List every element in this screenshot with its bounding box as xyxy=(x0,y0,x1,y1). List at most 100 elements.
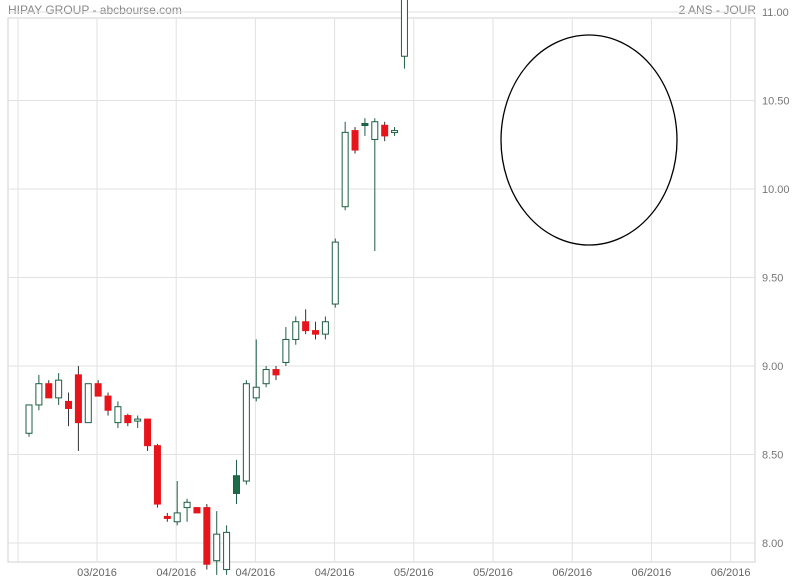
candle-body xyxy=(94,383,102,397)
candle-body xyxy=(114,406,122,424)
candle-body xyxy=(183,501,191,509)
y-tick-label: 9.00 xyxy=(762,361,783,373)
candle-body xyxy=(282,338,290,363)
candle-body xyxy=(321,321,329,335)
candle-body xyxy=(25,404,33,434)
candle xyxy=(262,366,270,388)
y-tick-label: 8.00 xyxy=(762,538,783,550)
candle-body xyxy=(84,383,92,424)
candle-body xyxy=(361,123,369,127)
candle-body xyxy=(153,445,161,505)
candle xyxy=(183,498,191,522)
candle xyxy=(371,118,379,251)
candle xyxy=(312,321,320,340)
candle-body xyxy=(232,475,240,494)
candle-body xyxy=(341,131,349,208)
candle xyxy=(321,316,329,340)
candle xyxy=(94,380,102,397)
candle-body xyxy=(371,121,379,140)
candle-body xyxy=(242,383,250,482)
candle xyxy=(104,392,112,416)
candle xyxy=(25,404,33,437)
candle-layer xyxy=(25,0,408,575)
candle-body xyxy=(262,369,270,385)
y-tick-label: 9.50 xyxy=(762,273,783,285)
candle-body xyxy=(193,507,201,514)
candle xyxy=(163,512,171,522)
x-tick-label: 04/2016 xyxy=(156,567,196,579)
candle xyxy=(213,511,221,575)
x-tick-label: 06/2016 xyxy=(632,567,672,579)
candle xyxy=(361,118,369,136)
x-tick-label: 04/2016 xyxy=(315,567,355,579)
candle xyxy=(282,327,290,366)
candle-body xyxy=(35,383,43,406)
candle-body xyxy=(391,130,399,134)
candle-body xyxy=(55,379,63,399)
plot-frame xyxy=(7,17,756,563)
candle-body xyxy=(213,533,221,562)
candle-body xyxy=(65,400,73,409)
overlay-layer: 12.45 xyxy=(500,34,678,246)
candle xyxy=(45,380,53,399)
candle xyxy=(114,401,122,428)
candle xyxy=(252,339,260,402)
candle xyxy=(124,413,132,427)
candle-body xyxy=(124,415,132,424)
candle-body xyxy=(400,0,408,57)
candle xyxy=(153,443,161,508)
candle xyxy=(302,309,310,335)
candle xyxy=(331,238,339,308)
candle-body xyxy=(292,321,300,340)
chart-title: HIPAY GROUP - abcbourse.com xyxy=(8,3,182,17)
candle-body xyxy=(173,512,181,523)
candle-body xyxy=(163,515,171,519)
candle-body xyxy=(312,330,320,335)
candle-body xyxy=(45,383,53,399)
candle-body xyxy=(351,130,359,151)
candle xyxy=(351,127,359,154)
candle xyxy=(381,121,389,142)
candle-body xyxy=(331,241,339,305)
candle-body xyxy=(144,418,152,447)
grid-layer: 8.008.509.009.5010.0010.5011.0011.5012.0… xyxy=(7,7,790,579)
candle-body xyxy=(104,395,112,411)
y-tick-label: 10.50 xyxy=(762,96,790,108)
y-tick-label: 10.00 xyxy=(762,184,790,196)
candle xyxy=(84,383,92,424)
candle xyxy=(35,374,43,411)
candle xyxy=(232,459,240,505)
y-tick-label: 11.00 xyxy=(762,7,789,19)
candle xyxy=(391,127,399,136)
candle xyxy=(65,392,73,427)
candle xyxy=(203,504,211,570)
candle xyxy=(292,316,300,345)
candle xyxy=(55,373,63,405)
candle xyxy=(272,366,280,381)
candle xyxy=(223,525,231,575)
candle xyxy=(193,507,201,514)
candle xyxy=(341,121,349,211)
candle-body xyxy=(74,374,82,424)
annotation-circle xyxy=(500,34,678,246)
candle-body xyxy=(381,124,389,137)
candle xyxy=(144,418,152,451)
candle xyxy=(134,415,142,428)
y-tick-label: 8.50 xyxy=(762,450,783,462)
chart-period: 2 ANS - JOUR xyxy=(678,3,756,17)
candle-body xyxy=(302,321,310,332)
candle-body xyxy=(134,418,142,422)
candle xyxy=(242,380,250,485)
candle-body xyxy=(252,386,260,399)
x-tick-label: 04/2016 xyxy=(236,567,276,579)
x-tick-label: 03/2016 xyxy=(77,567,117,579)
candle-body xyxy=(272,369,280,376)
candle xyxy=(400,0,408,69)
x-tick-label: 06/2016 xyxy=(552,567,592,579)
x-tick-label: 05/2016 xyxy=(473,567,513,579)
candle xyxy=(74,366,82,451)
x-tick-label: 05/2016 xyxy=(394,567,434,579)
candle xyxy=(173,481,181,526)
candle-body xyxy=(203,507,211,565)
